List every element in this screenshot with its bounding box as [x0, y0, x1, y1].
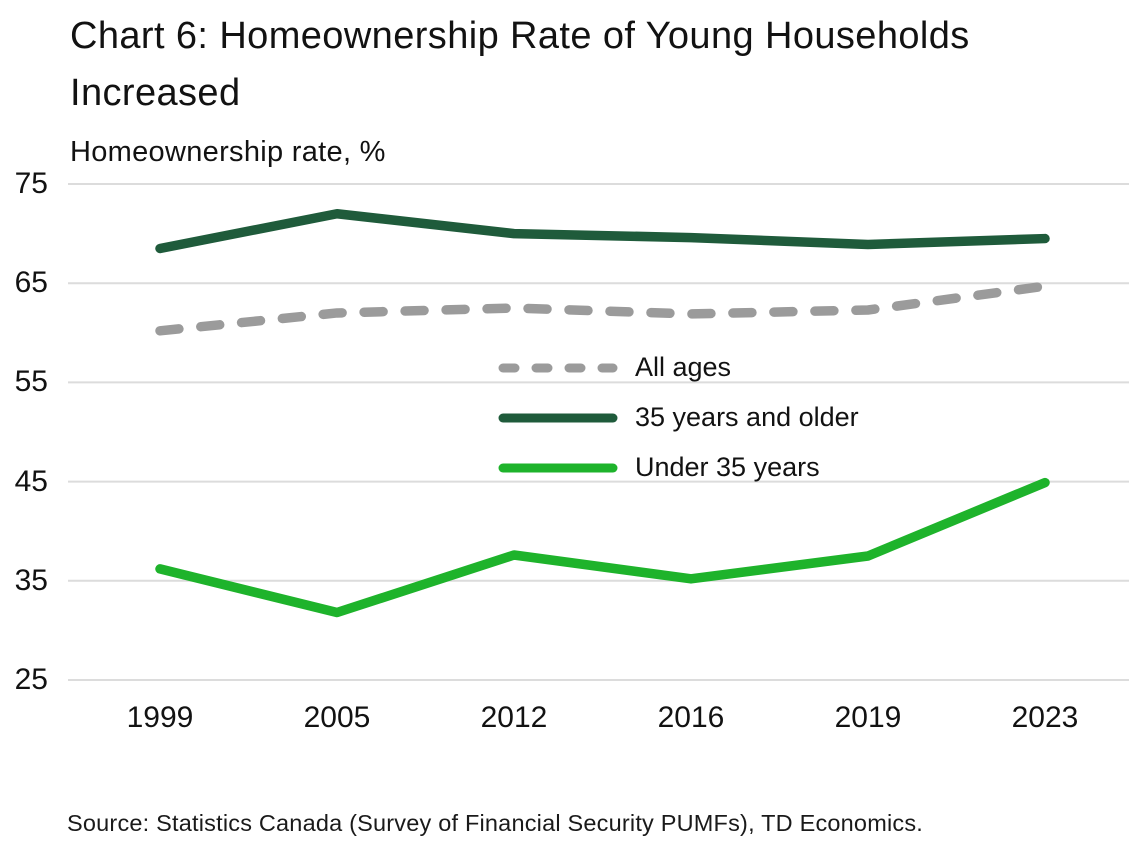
legend-item-under-35: Under 35 years: [497, 442, 859, 492]
legend-swatch-35-and-older: [497, 411, 619, 423]
legend: All ages 35 years and older Under 35 yea…: [497, 342, 859, 492]
legend-item-all-ages: All ages: [497, 342, 859, 392]
legend-item-35-and-older: 35 years and older: [497, 392, 859, 442]
series-line-35-years-and-older: [155, 209, 1050, 254]
legend-label-all-ages: All ages: [635, 351, 732, 382]
y-axis-tick-label-25: 25: [14, 663, 48, 696]
x-axis-tick-label-2016: 2016: [657, 701, 725, 734]
legend-swatch-all-ages: [497, 361, 619, 373]
series-line-all-ages: [155, 281, 1050, 336]
x-axis-tick-label-2012: 2012: [480, 701, 548, 734]
y-axis-tick-label-45: 45: [14, 464, 48, 498]
chart-title: Chart 6: Homeownership Rate of Young Hou…: [70, 15, 970, 114]
y-axis-tick-label-55: 55: [14, 365, 48, 399]
series-line-under-35-years: [155, 477, 1050, 618]
y-axis-title: Homeownership rate, %: [70, 136, 386, 168]
y-axis-tick-label-75: 75: [14, 167, 48, 200]
x-axis-tick-label-2023: 2023: [1011, 701, 1079, 734]
y-axis-tick-label-35: 35: [14, 563, 48, 597]
source-note: Source: Statistics Canada (Survey of Fin…: [67, 810, 924, 836]
x-axis-tick-label-1999: 1999: [126, 701, 194, 734]
legend-label-under-35: Under 35 years: [635, 451, 820, 482]
x-axis-tick-label-2005: 2005: [303, 701, 371, 734]
x-axis-tick-label-2019: 2019: [834, 701, 902, 734]
legend-swatch-under-35: [497, 461, 619, 473]
legend-label-35-and-older: 35 years and older: [635, 401, 859, 432]
y-axis-tick-label-65: 65: [14, 266, 48, 300]
